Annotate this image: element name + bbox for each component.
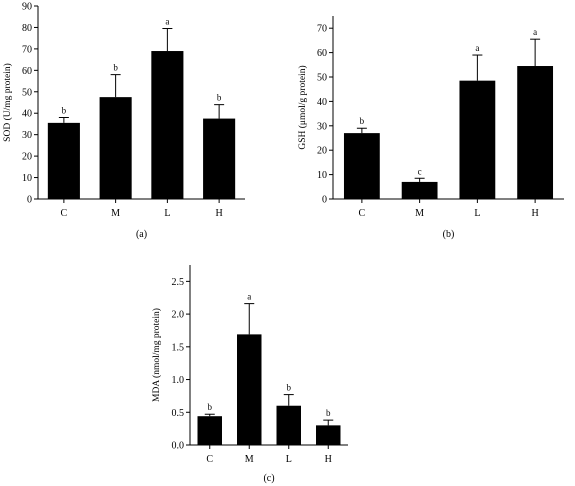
y-tick-label: 0	[27, 195, 32, 206]
x-tick-label: M	[245, 454, 254, 465]
bar	[401, 181, 438, 199]
y-tick-label: 70	[317, 24, 327, 35]
bar	[151, 51, 184, 200]
y-tick-label: 10	[22, 173, 32, 184]
x-tick-label: H	[532, 208, 539, 219]
x-tick-label: L	[474, 208, 480, 219]
x-tick-label: C	[359, 208, 366, 219]
bar	[203, 118, 236, 199]
x-tick-label: M	[111, 208, 120, 219]
y-tick-label: 1.0	[172, 375, 185, 386]
y-tick-label: 1.5	[172, 342, 185, 353]
significance-letter: b	[360, 116, 365, 126]
y-axis-title: GSH (μmol/g protein)	[297, 65, 308, 149]
y-tick-label: 20	[317, 146, 327, 157]
x-tick-label: C	[61, 208, 68, 219]
panel-caption: (a)	[136, 229, 147, 240]
x-tick-label: L	[286, 454, 292, 465]
y-tick-label: 30	[22, 130, 32, 141]
y-tick-label: 60	[317, 48, 327, 59]
y-tick-label: 0	[322, 195, 327, 206]
significance-letter: b	[326, 408, 331, 418]
significance-letter: a	[533, 27, 537, 37]
y-tick-label: 2.5	[172, 277, 185, 288]
x-tick-label: H	[325, 454, 332, 465]
y-tick-label: 70	[22, 44, 32, 55]
y-tick-label: 30	[317, 121, 327, 132]
bar	[197, 416, 222, 445]
panel-caption: (c)	[263, 473, 274, 484]
bar	[99, 97, 132, 199]
y-tick-label: 60	[22, 66, 32, 77]
x-tick-label: M	[415, 208, 424, 219]
y-tick-label: 10	[317, 170, 327, 181]
bar	[276, 405, 301, 445]
significance-letter: a	[475, 43, 479, 53]
significance-letter: c	[418, 166, 422, 176]
bar	[316, 425, 341, 445]
significance-letter: b	[208, 402, 213, 412]
y-tick-label: 50	[317, 73, 327, 84]
y-tick-label: 40	[22, 109, 32, 120]
significance-letter: b	[113, 63, 118, 73]
significance-letter: b	[217, 93, 222, 103]
bar	[517, 66, 554, 200]
x-tick-label: L	[164, 208, 170, 219]
bar	[47, 122, 80, 199]
y-tick-label: 0.0	[172, 441, 185, 452]
y-axis-title: MDA (nmol/mg protein)	[151, 308, 162, 402]
x-tick-label: H	[216, 208, 223, 219]
y-tick-label: 0.5	[172, 408, 185, 419]
bar	[459, 80, 496, 199]
y-tick-label: 50	[22, 87, 32, 98]
significance-letter: a	[165, 17, 169, 27]
panel-caption: (b)	[443, 229, 455, 240]
significance-letter: b	[287, 383, 292, 393]
y-tick-label: 80	[22, 23, 32, 34]
bar	[237, 334, 262, 445]
y-axis-title: SOD (U/mg protein)	[2, 63, 13, 142]
bar	[343, 133, 380, 199]
x-tick-label: C	[206, 454, 213, 465]
y-tick-label: 90	[22, 2, 32, 13]
y-tick-label: 40	[317, 97, 327, 108]
significance-letter: b	[62, 106, 67, 116]
significance-letter: a	[247, 292, 251, 302]
y-tick-label: 2.0	[172, 310, 185, 321]
y-tick-label: 20	[22, 152, 32, 163]
